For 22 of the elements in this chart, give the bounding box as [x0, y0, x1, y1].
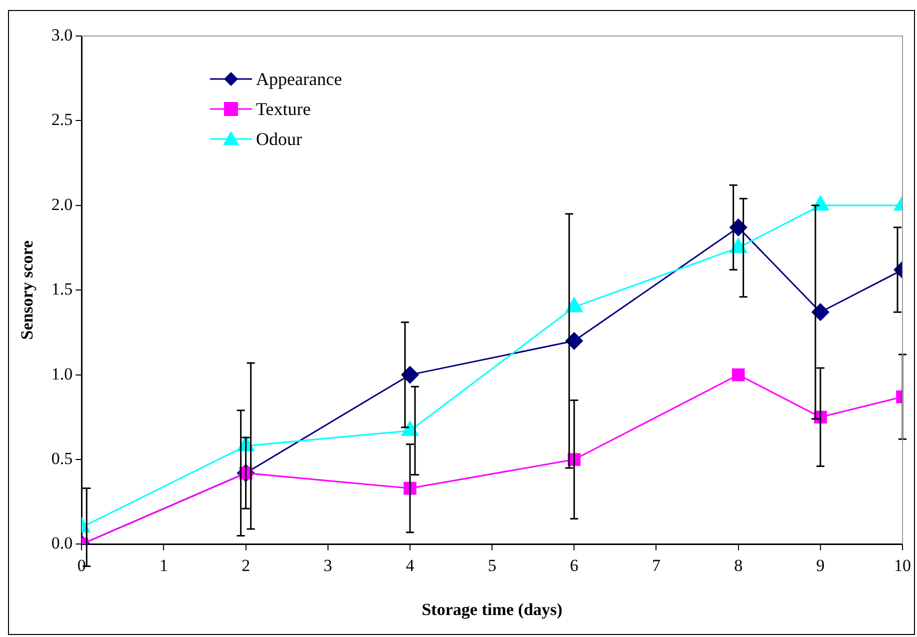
- x-tick-label: 3: [324, 556, 332, 575]
- legend-label: Texture: [256, 98, 311, 120]
- y-tick-label: 0.5: [51, 448, 73, 468]
- legend-label: Appearance: [256, 68, 342, 90]
- y-tick-label: 2.0: [51, 194, 73, 214]
- y-tick-label: 0.0: [51, 534, 73, 553]
- y-tick-label: 3.0: [51, 25, 73, 44]
- x-tick-label: 1: [159, 556, 168, 575]
- x-tick-label: 5: [488, 556, 496, 575]
- y-tick-label: 1.0: [51, 364, 73, 384]
- x-tick-label: 9: [816, 556, 825, 575]
- x-axis-title: Storage time (days): [422, 600, 562, 620]
- y-axis-title: Sensory score: [18, 240, 37, 340]
- y-tick-label: 1.5: [51, 280, 73, 299]
- x-tick-label: 2: [242, 556, 250, 575]
- x-tick-label: 7: [652, 556, 661, 575]
- x-tick-label: 4: [406, 556, 415, 575]
- x-tick-label: 10: [894, 556, 911, 575]
- x-tick-label: 8: [734, 556, 743, 575]
- legend-label: Odour: [256, 128, 302, 150]
- y-tick-label: 2.5: [51, 110, 73, 130]
- x-tick-label: 6: [570, 556, 578, 575]
